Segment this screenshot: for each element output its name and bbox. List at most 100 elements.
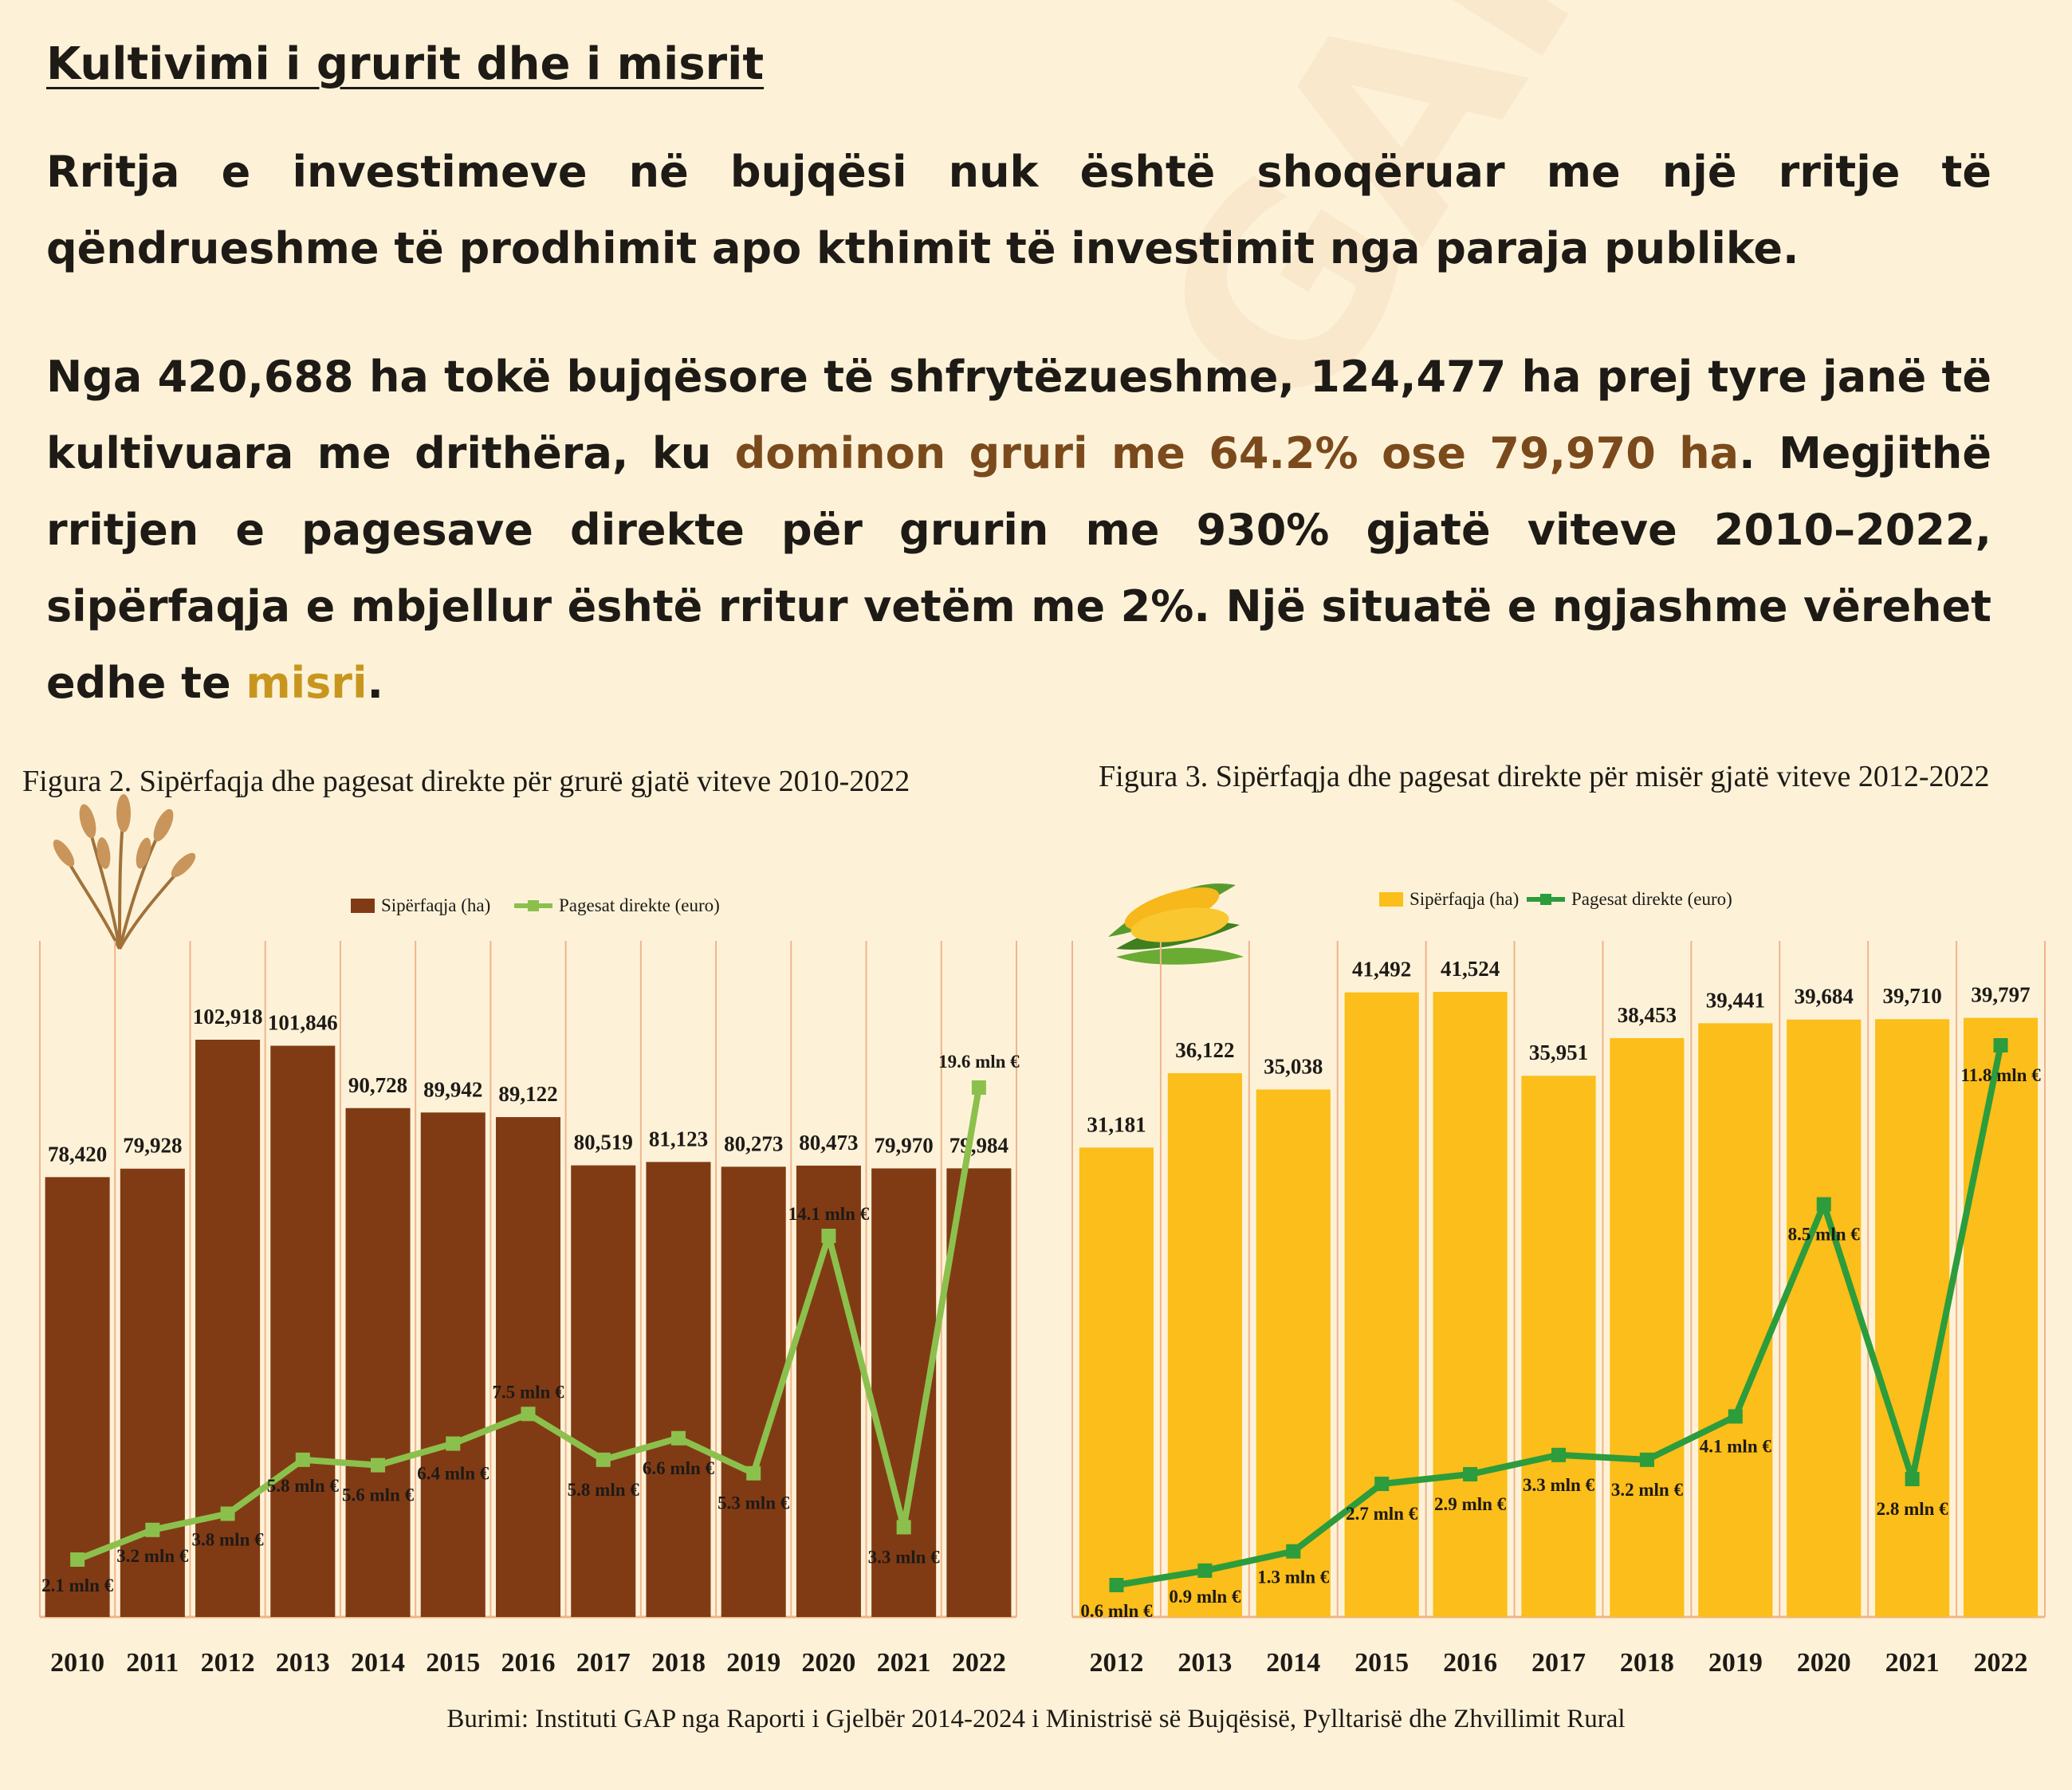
line-point	[821, 1229, 836, 1244]
bar-value-label: 79,970	[875, 1133, 934, 1157]
line-value-label: 8.5 mln €	[1788, 1224, 1861, 1244]
corn-chart: 31,181 36,122 35,038 41,492 41,524 35,951 38,4…	[1071, 889, 2046, 1678]
x-tick-label: 2014	[351, 1648, 405, 1678]
bar-value-label: 79,984	[950, 1133, 1008, 1157]
line-point	[145, 1522, 160, 1537]
paragraph-text: Nga 420,688 ha tokë bujqësore të shfrytë…	[46, 352, 1991, 478]
bar	[270, 1045, 336, 1617]
x-tick-label: 2016	[501, 1648, 556, 1678]
line-value-label: 5.8 mln €	[568, 1480, 640, 1500]
bar	[1079, 1147, 1154, 1617]
bar	[45, 1177, 110, 1617]
bar-value-label: 101,846	[268, 1011, 338, 1035]
x-tick-label: 2015	[1354, 1648, 1409, 1678]
x-tick-label: 2010	[50, 1648, 104, 1678]
line-value-label: 11.8 mln €	[1960, 1065, 2041, 1085]
legend-swatch-marker	[528, 900, 539, 911]
wheat-corn-paragraph: Nga 420,688 ha tokë bujqësore të shfrytë…	[46, 339, 1991, 722]
bar-value-label: 39,797	[1971, 983, 2030, 1007]
line-point	[1109, 1578, 1124, 1592]
line-point	[446, 1436, 461, 1451]
line-point	[670, 1430, 686, 1446]
line-point	[371, 1458, 386, 1473]
line-value-label: 0.6 mln €	[1080, 1601, 1153, 1621]
line-point	[1463, 1466, 1478, 1481]
bar-value-label: 78,420	[48, 1142, 107, 1166]
bar-value-label: 31,181	[1087, 1112, 1146, 1136]
x-tick-label: 2019	[1708, 1648, 1763, 1678]
x-tick-label: 2016	[1443, 1648, 1497, 1678]
bar	[345, 1107, 411, 1617]
legend-swatch-bar	[351, 899, 375, 913]
line-value-label: 2.8 mln €	[1877, 1499, 1949, 1519]
line-point	[1993, 1038, 2008, 1052]
line-point	[746, 1465, 761, 1481]
line-value-label: 3.3 mln €	[868, 1547, 941, 1567]
figure-3-caption: Figura 3. Sipërfaqja dhe pagesat direkte…	[1099, 760, 1990, 793]
x-tick-label: 2013	[276, 1648, 330, 1678]
bar-value-label: 36,122	[1175, 1038, 1234, 1062]
legend-swatch-bar	[1379, 892, 1403, 907]
bar-value-label: 39,710	[1883, 984, 1942, 1008]
wheat-icon	[53, 794, 196, 950]
bar	[495, 1117, 561, 1617]
line-value-label: 3.2 mln €	[116, 1546, 189, 1566]
bar-value-label: 38,453	[1618, 1003, 1677, 1027]
line-point	[1728, 1409, 1743, 1424]
line-value-label: 2.9 mln €	[1434, 1494, 1507, 1514]
line-value-label: 3.2 mln €	[1611, 1480, 1684, 1500]
line-value-label: 4.1 mln €	[1700, 1436, 1772, 1456]
line-value-label: 6.6 mln €	[643, 1458, 715, 1478]
line-value-label: 5.6 mln €	[342, 1485, 415, 1505]
x-tick-label: 2017	[576, 1648, 631, 1678]
line-value-label: 2.7 mln €	[1346, 1504, 1418, 1524]
line-point	[596, 1452, 611, 1467]
line-point	[1816, 1197, 1831, 1212]
x-tick-label: 2013	[1178, 1648, 1232, 1678]
x-tick-label: 2018	[1620, 1648, 1674, 1678]
x-tick-label: 2015	[426, 1648, 480, 1678]
line-value-label: 14.1 mln €	[788, 1204, 870, 1224]
bar-value-label: 41,492	[1352, 958, 1411, 982]
bar-value-label: 41,524	[1441, 957, 1500, 981]
line-point	[521, 1406, 536, 1422]
bar	[946, 1168, 1012, 1617]
bar	[1787, 1019, 1862, 1617]
bar	[1963, 1017, 2039, 1617]
line-point	[971, 1080, 986, 1095]
bar	[420, 1112, 486, 1617]
corn-highlight: misri	[246, 658, 368, 708]
x-tick-label: 2020	[1797, 1648, 1851, 1678]
x-tick-label: 2019	[726, 1648, 780, 1678]
corn-icon	[1108, 883, 1244, 965]
bar-value-label: 35,038	[1264, 1054, 1323, 1078]
bar-value-label: 102,918	[193, 1005, 263, 1029]
bar	[1433, 992, 1508, 1617]
paragraph-text: .	[367, 658, 383, 708]
bar	[571, 1165, 636, 1617]
bar-value-label: 35,951	[1529, 1041, 1588, 1064]
source-note: Burimi: Instituti GAP nga Raporti i Gjel…	[446, 1705, 1626, 1733]
line-value-label: 7.5 mln €	[492, 1382, 564, 1402]
line-point	[1374, 1477, 1390, 1492]
legend-swatch-marker	[1540, 894, 1551, 905]
x-tick-label: 2011	[126, 1648, 179, 1678]
bar-value-label: 39,441	[1706, 988, 1765, 1012]
line-value-label: 2.1 mln €	[41, 1576, 114, 1595]
paragraph-text: . Megjithë rritjen e pagesave direkte pë…	[46, 428, 1991, 708]
line-value-label: 6.4 mln €	[417, 1464, 489, 1484]
bar	[1521, 1076, 1596, 1617]
line-point	[896, 1520, 911, 1535]
line-value-label: 5.3 mln €	[718, 1493, 790, 1513]
bar	[1610, 1037, 1685, 1617]
legend-label-bar: Sipërfaqja (ha)	[1410, 889, 1519, 909]
x-tick-label: 2020	[801, 1648, 855, 1678]
x-tick-label: 2022	[1974, 1648, 2028, 1678]
x-tick-label: 2012	[1089, 1648, 1143, 1678]
line-point	[1905, 1472, 1920, 1487]
line-point	[220, 1506, 235, 1521]
bar	[721, 1166, 786, 1617]
line-value-label: 19.6 mln €	[938, 1052, 1020, 1072]
bar	[1256, 1089, 1331, 1617]
line-value-label: 3.8 mln €	[192, 1529, 265, 1549]
